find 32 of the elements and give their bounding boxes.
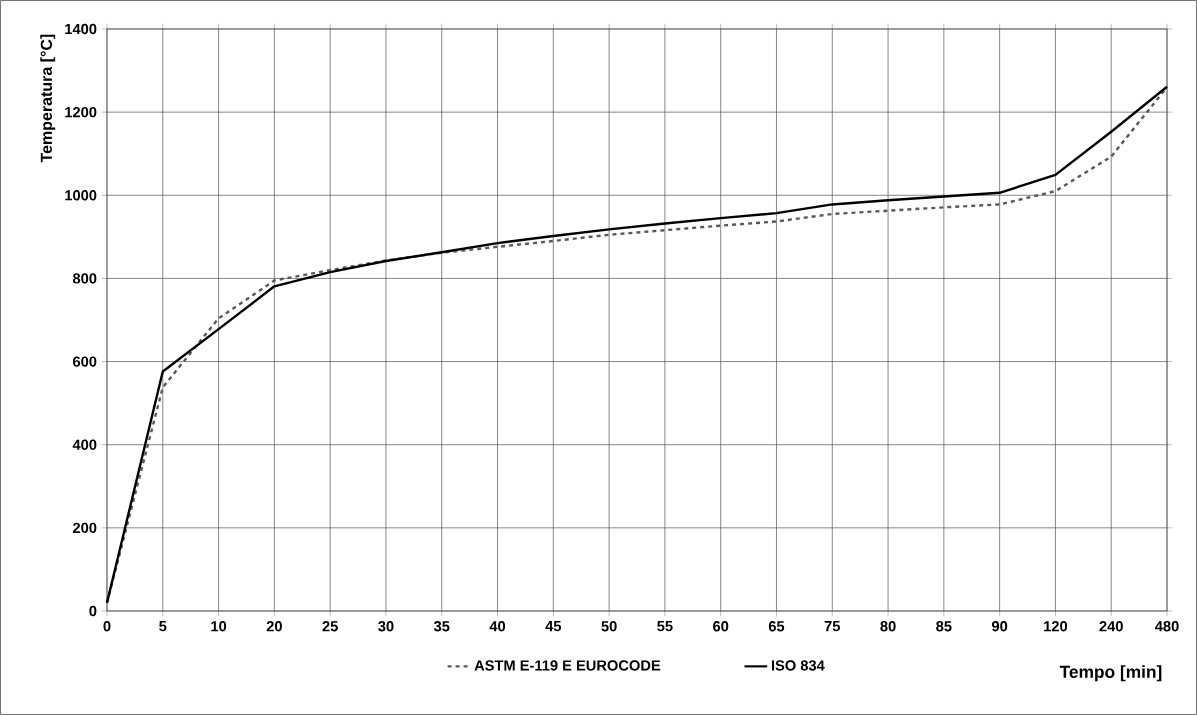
- x-tick-label: 65: [768, 621, 785, 632]
- x-tick-label: 480: [1155, 621, 1179, 632]
- x-tick-label: 50: [601, 621, 617, 632]
- x-axis-title: Tempo [min]: [1059, 665, 1162, 682]
- x-tick-label: 20: [266, 621, 282, 632]
- y-tick-label: 400: [72, 439, 97, 450]
- x-tick-label: 240: [1099, 621, 1123, 632]
- y-tick-label: 1000: [65, 190, 97, 201]
- x-tick-label: 80: [880, 621, 896, 632]
- x-tick-label: 35: [433, 621, 450, 632]
- x-tick-label: 90: [991, 621, 1008, 632]
- x-tick-label: 85: [936, 621, 952, 632]
- x-tick-label: 60: [713, 621, 729, 632]
- legend-label: ISO 834: [771, 660, 825, 671]
- y-axis-title: Temperatura [°C]: [40, 34, 56, 163]
- y-tick-label: 0: [89, 605, 97, 617]
- legend-label: ASTM E-119 E EUROCODE: [474, 660, 661, 671]
- y-tick-label: 1400: [65, 23, 97, 35]
- y-tick-label: 1200: [65, 106, 97, 118]
- y-tick-label: 200: [72, 522, 97, 534]
- x-tick-label: 30: [378, 621, 394, 632]
- x-tick-label: 55: [657, 621, 673, 632]
- x-tick-label: 45: [545, 621, 562, 632]
- x-tick-label: 25: [322, 621, 338, 632]
- y-tick-label: 600: [73, 356, 97, 367]
- y-tick-label: 800: [72, 273, 97, 284]
- x-tick-label: 75: [824, 621, 840, 632]
- x-tick-label: 40: [489, 621, 506, 632]
- x-tick-label: 5: [159, 621, 167, 632]
- x-tick-label: 0: [103, 621, 111, 632]
- x-tick-label: 10: [211, 621, 227, 632]
- x-tick-label: 120: [1044, 621, 1068, 632]
